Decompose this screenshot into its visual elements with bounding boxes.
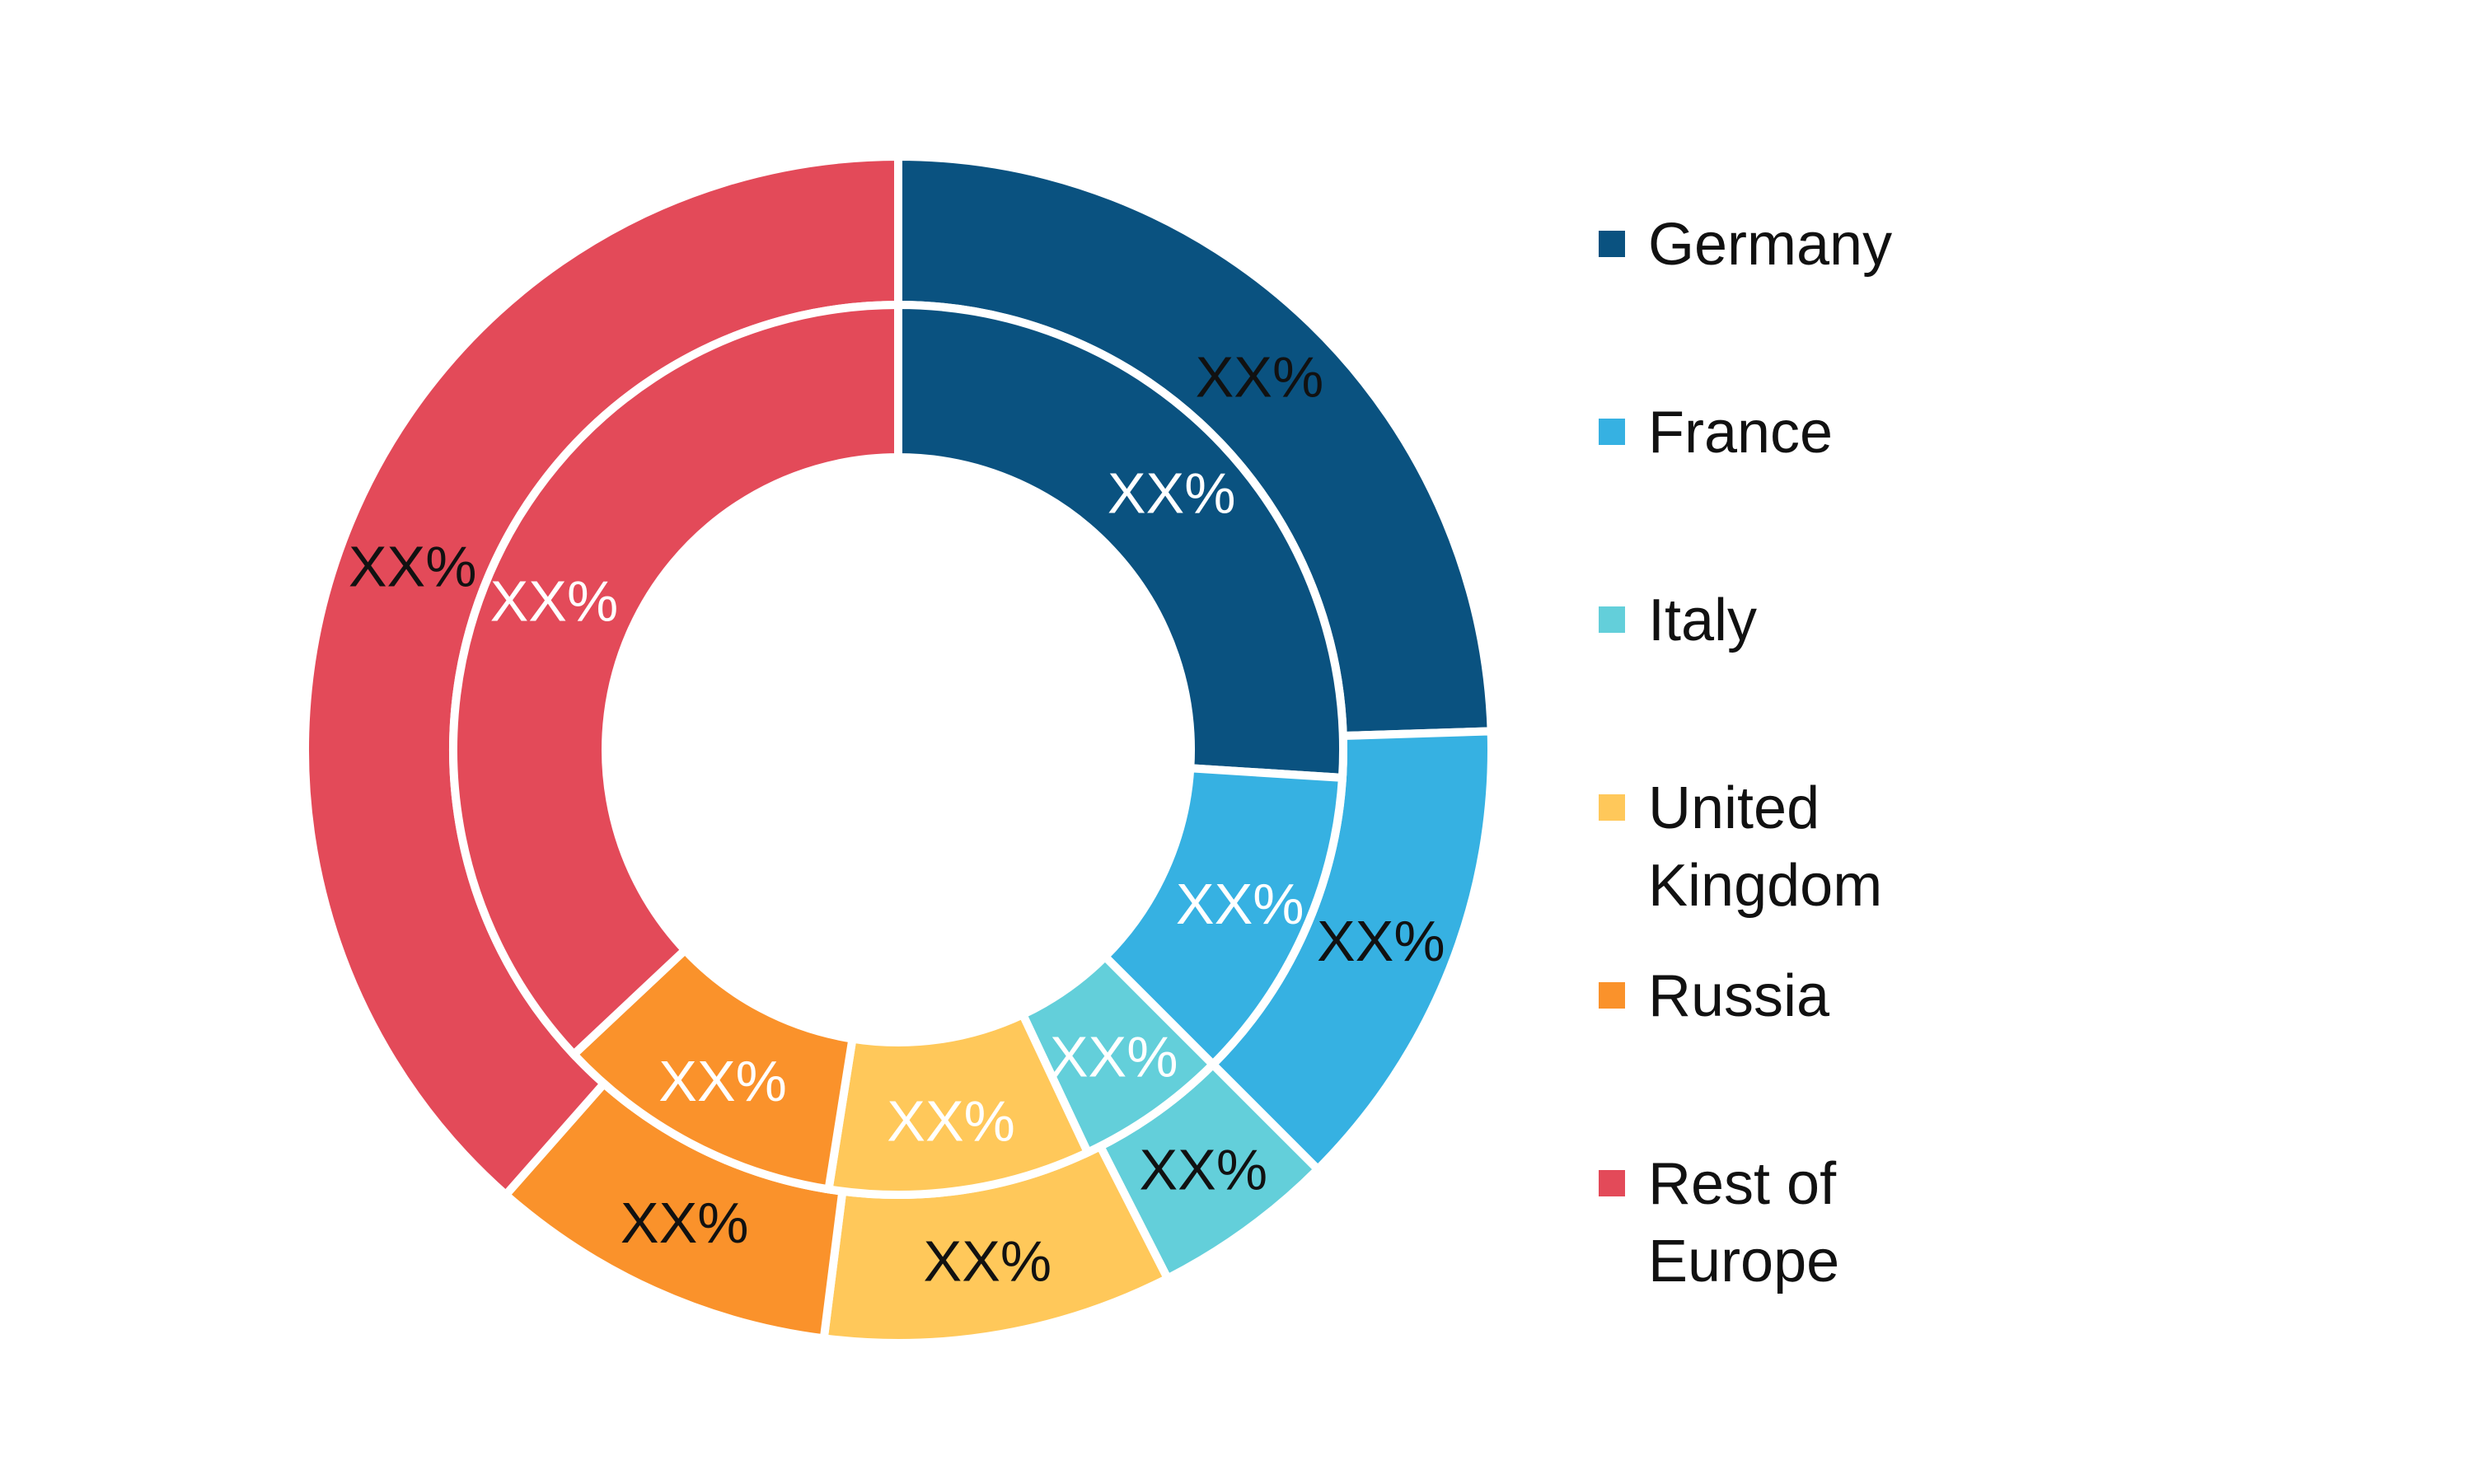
outer-label-united-kingdom: XX%: [924, 1229, 1052, 1294]
legend-item-rest-of-europe: Rest of Europe: [1599, 1145, 2340, 1300]
legend-item-germany: Germany: [1599, 206, 2340, 283]
inner-label-united-kingdom: XX%: [887, 1088, 1015, 1153]
legend-label-germany: Germany: [1648, 212, 1893, 278]
legend-swatch-germany: [1599, 231, 1625, 257]
inner-slice-rest-of-europe: [448, 300, 902, 1060]
legend-swatch-russia: [1599, 982, 1625, 1009]
inner-slice-germany: [894, 300, 1347, 783]
outer-label-rest-of-europe: XX%: [349, 534, 477, 598]
legend-label-france: France: [1648, 400, 1834, 466]
outer-label-france: XX%: [1317, 909, 1445, 973]
outer-label-italy: XX%: [1139, 1138, 1267, 1202]
outer-label-russia: XX%: [621, 1191, 749, 1255]
inner-label-italy: XX%: [1050, 1024, 1178, 1088]
legend-label-rest-of-europe: Rest of Europe: [1648, 1151, 1840, 1294]
inner-label-france: XX%: [1176, 872, 1304, 936]
legend-swatch-italy: [1599, 606, 1625, 633]
legend-label-russia: Russia: [1648, 963, 1830, 1029]
legend-label-italy: Italy: [1648, 588, 1758, 653]
legend-item-italy: Italy: [1599, 582, 2340, 659]
legend-item-france: France: [1599, 394, 2340, 471]
legend-item-russia: Russia: [1599, 957, 2340, 1035]
inner-label-rest-of-europe: XX%: [490, 569, 619, 633]
inner-label-russia: XX%: [658, 1049, 787, 1113]
inner-label-germany: XX%: [1108, 461, 1236, 526]
legend-item-united-kingdom: United Kingdom: [1599, 770, 2340, 925]
outer-label-germany: XX%: [1196, 345, 1324, 410]
donut-slices: [301, 152, 1496, 1347]
legend-swatch-united-kingdom: [1599, 794, 1625, 821]
legend-swatch-rest-of-europe: [1599, 1170, 1625, 1196]
legend-label-united-kingdom: United Kingdom: [1648, 775, 1883, 919]
donut-data-labels: XX%XX%XX%XX%XX%XX%XX%XX%XX%XX%XX%XX%: [349, 345, 1445, 1294]
legend-swatch-france: [1599, 419, 1625, 445]
